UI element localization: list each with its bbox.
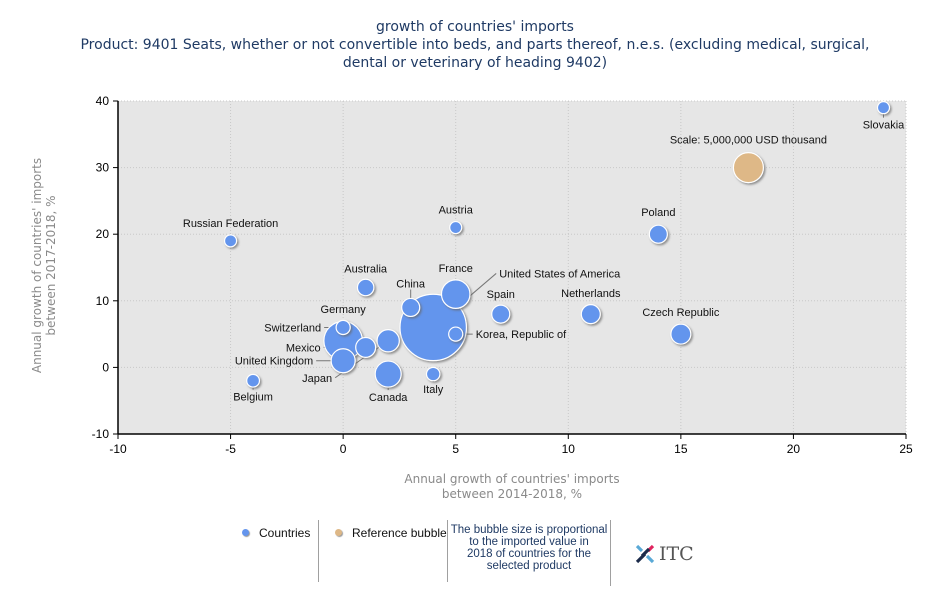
bubble-mexico bbox=[355, 336, 377, 358]
bubble-china bbox=[401, 297, 421, 318]
bubble-label: Belgium bbox=[233, 392, 273, 404]
bubble-label: Italy bbox=[423, 384, 444, 396]
bubble-label: Japan bbox=[302, 373, 332, 385]
bubble-label: Australia bbox=[344, 263, 388, 275]
y-axis-title-line1: Annual growth of countries' imports bbox=[30, 158, 44, 373]
grid-lines bbox=[118, 100, 907, 434]
y-axis-title-line2: between 2017-2018, % bbox=[44, 195, 58, 335]
bubble-label: Switzerland bbox=[264, 322, 321, 334]
bubble-label: Slovakia bbox=[863, 120, 905, 132]
itc-logo: ITC bbox=[611, 520, 694, 582]
bubble-label: Mexico bbox=[286, 342, 321, 354]
bubble-label: Germany bbox=[321, 304, 367, 316]
bubble-label: Korea, Republic of bbox=[476, 329, 567, 341]
y-tick-label: 20 bbox=[96, 227, 110, 241]
y-tick-label: 30 bbox=[96, 161, 110, 175]
bubble-label: United States of America bbox=[499, 268, 621, 280]
y-tick-label: 0 bbox=[102, 360, 109, 374]
note-line: to the imported value in bbox=[469, 536, 589, 548]
legend-item-reference[interactable]: Reference bubble bbox=[319, 520, 448, 582]
bubble-czech-republic bbox=[670, 323, 692, 345]
x-axis-title-line1: Annual growth of countries' imports bbox=[404, 472, 619, 486]
bubble-belgium bbox=[246, 373, 261, 388]
chart-subtitle-line2: Product: 9401 Seats, whether or not conv… bbox=[80, 37, 870, 53]
bubble-label: Poland bbox=[641, 207, 675, 219]
chart-subtitle-line3: dental or veterinary of heading 9402) bbox=[342, 55, 608, 71]
x-tick-label: 15 bbox=[674, 442, 688, 456]
bubble-label: United Kingdom bbox=[235, 356, 313, 368]
bubble-label: Netherlands bbox=[561, 288, 621, 300]
y-tick-label: 10 bbox=[96, 294, 110, 308]
bubble-label: Canada bbox=[369, 392, 408, 404]
note-line: 2018 of countries for the bbox=[466, 548, 592, 560]
legend: Countries Reference bubble The bubble si… bbox=[226, 520, 694, 586]
chart-title-line1: growth of countries' imports bbox=[376, 19, 574, 35]
bubble-australia bbox=[356, 278, 375, 297]
itc-logo-text: ITC bbox=[659, 543, 694, 565]
bubble-labels: Slovakia Russian Federation Austria Poland A… bbox=[183, 120, 905, 404]
legend-size-note: The bubble size is proportional to the i… bbox=[448, 520, 611, 586]
y-tick-label: 40 bbox=[96, 94, 110, 108]
bubble-united-kingdom bbox=[330, 348, 356, 374]
note-line: selected product bbox=[486, 560, 572, 572]
x-tick-label: 25 bbox=[899, 442, 913, 456]
note-line: The bubble size is proportional bbox=[450, 524, 608, 536]
x-tick-label: 10 bbox=[562, 442, 576, 456]
legend-reference-label: Reference bubble bbox=[352, 526, 447, 540]
reference-bubble bbox=[732, 152, 765, 184]
legend-item-countries[interactable]: Countries bbox=[226, 520, 319, 582]
x-tick-label: 5 bbox=[452, 442, 459, 456]
axes: -10 -5 0 5 10 15 20 25 -10 0 10 20 30 40 bbox=[92, 94, 913, 456]
bubble-italy bbox=[425, 366, 441, 382]
x-tick-label: -10 bbox=[109, 442, 127, 456]
bubble-poland bbox=[648, 224, 668, 244]
x-tick-label: 20 bbox=[787, 442, 801, 456]
axis-titles: Annual growth of countries' imports betw… bbox=[30, 158, 620, 501]
y-tick-label: -10 bbox=[92, 427, 110, 441]
bubble-label: China bbox=[396, 278, 426, 290]
bubble-canada bbox=[374, 360, 402, 388]
bubble-label: Russian Federation bbox=[183, 218, 278, 230]
bubble-japan bbox=[376, 329, 400, 353]
reference-bubble-label: Scale: 5,000,000 USD thousand bbox=[670, 135, 827, 147]
bubble-chart: -10 -5 0 5 10 15 20 25 -10 0 10 20 30 40 Slovakia Russ… bbox=[30, 94, 913, 501]
x-tick-label: 0 bbox=[340, 442, 347, 456]
bubble-label: Czech Republic bbox=[642, 307, 720, 319]
countries-dot-icon bbox=[242, 529, 249, 536]
bubble-label: Austria bbox=[439, 205, 474, 217]
bubble-russian-federation bbox=[223, 234, 238, 248]
bubble-korea-republic-of bbox=[448, 326, 464, 342]
bubble-spain bbox=[491, 304, 511, 324]
reference-dot-icon bbox=[335, 529, 342, 536]
bubble-switzerland bbox=[335, 319, 351, 336]
chart-title: growth of countries' imports Product: 94… bbox=[0, 18, 950, 72]
bubble-slovakia bbox=[876, 101, 891, 115]
x-axis-title-line2: between 2014-2018, % bbox=[442, 487, 582, 501]
bubble-austria bbox=[449, 220, 463, 235]
bubble-label: France bbox=[439, 263, 473, 275]
legend-countries-label: Countries bbox=[259, 526, 311, 540]
itc-logo-icon bbox=[635, 544, 655, 564]
bubble-label: Spain bbox=[487, 289, 515, 301]
bubble-france bbox=[440, 279, 471, 309]
bubbles bbox=[223, 101, 891, 388]
bubble-netherlands bbox=[580, 304, 601, 325]
x-tick-label: -5 bbox=[225, 442, 236, 456]
